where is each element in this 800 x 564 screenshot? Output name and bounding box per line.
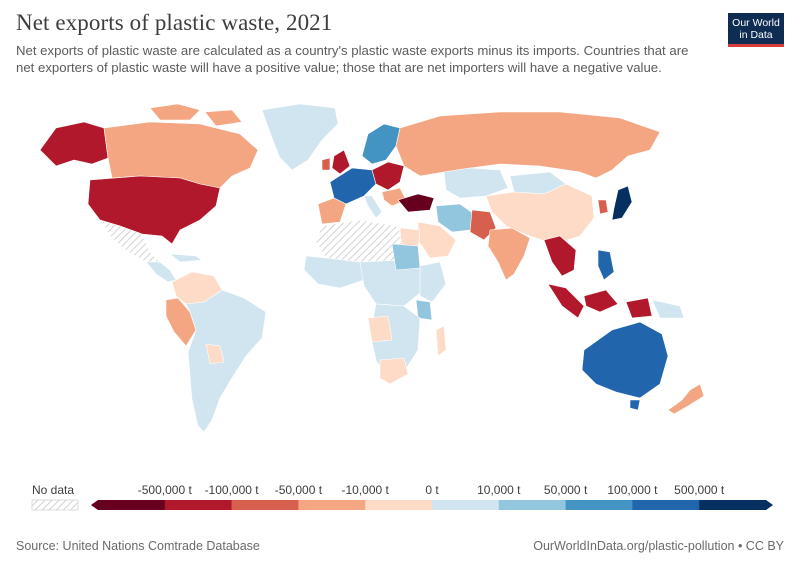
country-madagascar[interactable] [435, 325, 447, 357]
country-usa-alaska[interactable] [39, 121, 109, 167]
region-iberia[interactable] [317, 197, 347, 225]
legend-swatch-4[interactable] [365, 500, 433, 510]
region-west-africa[interactable] [303, 255, 365, 289]
logo-line-1: Our World [732, 17, 780, 29]
legend-swatch-0[interactable] [98, 500, 166, 510]
legend-swatch-9[interactable] [699, 500, 767, 510]
country-italy[interactable] [363, 195, 383, 219]
legend-arrow-left [91, 500, 98, 510]
country-india[interactable] [487, 227, 531, 281]
region-scandinavia[interactable] [361, 123, 401, 165]
legend-swatch-1[interactable] [164, 500, 232, 510]
legend-no-data-label: No data [32, 483, 74, 497]
legend-label-6: 50,000 t [544, 483, 588, 497]
country-malaysia[interactable] [547, 283, 585, 319]
region-north-africa[interactable] [315, 219, 407, 263]
legend-label-0: -500,000 t [138, 483, 193, 497]
legend-label-1: -100,000 t [205, 483, 260, 497]
legend-no-data-swatch [31, 499, 79, 511]
country-tanzania[interactable] [415, 299, 433, 321]
legend-label-2: -50,000 t [275, 483, 323, 497]
legend-label-4: 0 t [425, 483, 439, 497]
country-south-africa[interactable] [379, 357, 409, 385]
chart-subtitle: Net exports of plastic waste are calcula… [16, 43, 689, 75]
legend-label-7: 100,000 t [607, 483, 658, 497]
map-legend: No data -500,000 t -100,000 t -50,000 t -10… [31, 483, 773, 511]
legend-label-3: -10,000 t [342, 483, 390, 497]
country-australia[interactable] [581, 321, 669, 399]
credit-link[interactable]: OurWorldInData.org/plastic-pollution • C… [533, 539, 784, 553]
region-south-america[interactable] [185, 289, 267, 433]
legend-swatch-2[interactable] [231, 500, 299, 510]
owid-logo[interactable]: Our World in Data [728, 13, 784, 47]
legend-label-8: 500,000 t [674, 483, 725, 497]
legend-swatch-7[interactable] [565, 500, 633, 510]
country-usa[interactable] [87, 175, 221, 245]
legend-swatch-6[interactable] [498, 500, 566, 510]
logo-line-2: in Data [739, 29, 773, 41]
country-peru[interactable] [165, 297, 197, 347]
country-canada-islands[interactable] [149, 103, 243, 127]
country-philippines[interactable] [597, 249, 615, 281]
country-china[interactable] [485, 183, 595, 245]
country-greenland[interactable] [261, 103, 339, 171]
region-central-asia[interactable] [443, 167, 509, 199]
region-central-america[interactable] [145, 261, 177, 283]
legend-swatch-5[interactable] [432, 500, 500, 510]
country-japan[interactable] [611, 185, 633, 221]
country-ireland[interactable] [321, 157, 331, 171]
region-caribbean[interactable] [169, 253, 203, 263]
country-united-kingdom[interactable] [331, 149, 351, 175]
source-note: Source: United Nations Comtrade Database [16, 539, 260, 553]
legend-arrow-right [766, 500, 773, 510]
legend-swatch-8[interactable] [632, 500, 700, 510]
country-russia[interactable] [395, 111, 661, 179]
legend-swatch-3[interactable] [298, 500, 366, 510]
region-southeast-asia[interactable] [543, 235, 577, 277]
chart-title: Net exports of plastic waste, 2021 [16, 10, 333, 35]
country-sudan[interactable] [391, 243, 421, 271]
country-australia-tasmania[interactable] [629, 399, 641, 411]
legend-label-5: 10,000 t [477, 483, 521, 497]
country-papua-new-guinea[interactable] [651, 299, 685, 319]
country-turkey[interactable] [397, 193, 435, 213]
country-bolivia[interactable] [205, 343, 225, 365]
region-eastern-europe[interactable] [371, 161, 405, 191]
country-indonesia[interactable] [583, 289, 653, 319]
country-south-korea[interactable] [597, 199, 609, 215]
country-new-zealand[interactable] [667, 383, 705, 415]
region-angola-zambia[interactable] [367, 315, 393, 343]
region-east-africa[interactable] [419, 261, 447, 303]
